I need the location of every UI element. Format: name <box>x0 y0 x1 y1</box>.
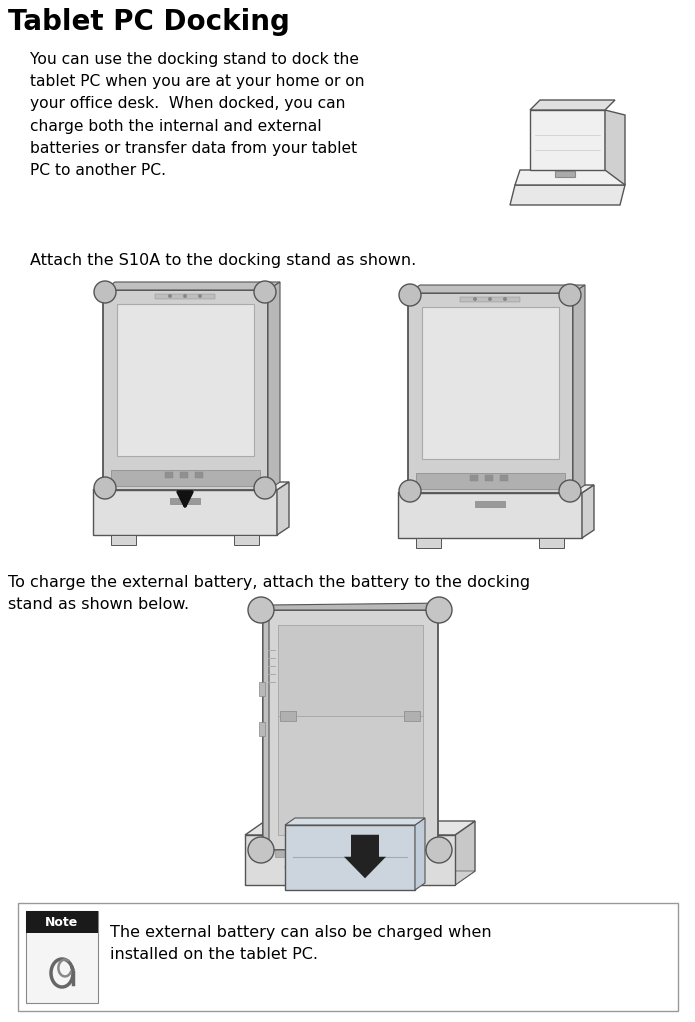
Bar <box>111 470 260 486</box>
Circle shape <box>559 284 581 306</box>
Bar <box>117 304 254 456</box>
Circle shape <box>559 480 581 502</box>
Polygon shape <box>415 818 425 890</box>
Polygon shape <box>344 835 386 878</box>
Circle shape <box>254 477 276 499</box>
Bar <box>170 498 200 504</box>
Polygon shape <box>582 485 594 538</box>
Bar <box>404 711 420 722</box>
Bar <box>234 535 259 545</box>
Bar <box>278 625 423 716</box>
Bar <box>500 475 508 481</box>
Bar <box>305 850 315 857</box>
Circle shape <box>399 480 421 502</box>
Circle shape <box>94 281 116 303</box>
Polygon shape <box>530 100 615 110</box>
Circle shape <box>473 297 477 301</box>
Bar <box>18 903 678 1011</box>
Polygon shape <box>530 110 605 170</box>
Polygon shape <box>245 835 455 885</box>
Circle shape <box>488 297 492 301</box>
Polygon shape <box>93 490 277 535</box>
Polygon shape <box>263 605 269 850</box>
Bar <box>285 825 415 890</box>
Circle shape <box>198 294 202 298</box>
Bar <box>26 911 98 1003</box>
Circle shape <box>285 862 295 872</box>
Bar <box>280 711 296 722</box>
Bar <box>111 535 136 545</box>
Polygon shape <box>398 493 582 538</box>
Bar <box>416 538 441 548</box>
Text: Attach the S10A to the docking stand as shown.: Attach the S10A to the docking stand as … <box>30 253 416 268</box>
Polygon shape <box>245 821 475 835</box>
Polygon shape <box>605 110 625 185</box>
Polygon shape <box>573 285 585 493</box>
Bar <box>165 472 173 478</box>
Bar <box>485 475 493 481</box>
Bar <box>259 722 265 736</box>
Circle shape <box>426 597 452 623</box>
Bar <box>278 625 423 835</box>
Text: The external battery can also be charged when
installed on the tablet PC.: The external battery can also be charged… <box>110 925 491 962</box>
Bar <box>470 475 478 481</box>
Bar <box>460 297 520 301</box>
Circle shape <box>503 297 507 301</box>
Polygon shape <box>285 818 425 825</box>
Bar <box>180 472 188 478</box>
Text: Note: Note <box>45 916 79 929</box>
Polygon shape <box>245 871 475 885</box>
Bar <box>263 610 438 850</box>
Bar <box>422 307 559 459</box>
Circle shape <box>248 837 274 863</box>
Polygon shape <box>263 603 448 610</box>
Circle shape <box>399 284 421 306</box>
Circle shape <box>168 294 172 298</box>
Circle shape <box>94 477 116 499</box>
Circle shape <box>248 597 274 623</box>
Polygon shape <box>455 821 475 885</box>
Bar <box>26 911 98 933</box>
Polygon shape <box>277 482 289 535</box>
Polygon shape <box>268 282 280 490</box>
Bar <box>395 850 405 857</box>
Polygon shape <box>103 290 268 490</box>
Polygon shape <box>93 482 289 490</box>
Circle shape <box>183 294 187 298</box>
Bar <box>195 472 203 478</box>
Polygon shape <box>515 170 625 185</box>
Bar <box>155 294 215 299</box>
Polygon shape <box>408 285 585 293</box>
Text: Tablet PC Docking: Tablet PC Docking <box>8 8 290 36</box>
Text: To charge the external battery, attach the battery to the docking
stand as shown: To charge the external battery, attach t… <box>8 575 530 612</box>
Text: You can use the docking stand to dock the
tablet PC when you are at your home or: You can use the docking stand to dock th… <box>30 52 365 178</box>
Bar <box>416 473 565 489</box>
Circle shape <box>254 281 276 303</box>
Polygon shape <box>398 485 594 493</box>
Bar <box>539 538 564 548</box>
Circle shape <box>426 837 452 863</box>
Bar <box>275 850 285 857</box>
Bar <box>555 171 575 177</box>
Bar <box>259 682 265 696</box>
Bar <box>365 850 375 857</box>
Polygon shape <box>408 293 573 493</box>
Polygon shape <box>103 282 280 290</box>
Bar <box>475 501 505 507</box>
Bar <box>335 850 345 857</box>
Polygon shape <box>510 185 625 205</box>
